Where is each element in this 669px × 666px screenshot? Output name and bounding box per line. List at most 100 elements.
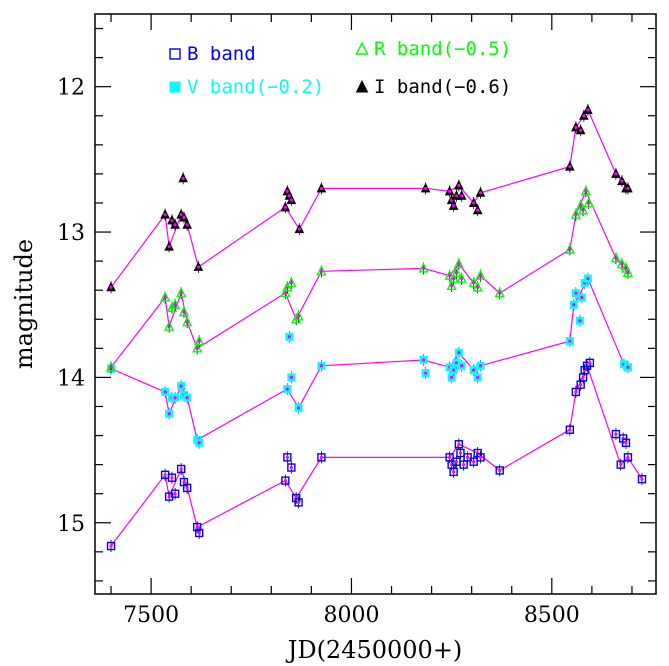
data-point-center bbox=[167, 412, 171, 416]
data-point bbox=[179, 211, 189, 224]
legend-item: V band(−0.2) bbox=[169, 76, 324, 98]
data-point bbox=[468, 276, 479, 289]
data-point-center bbox=[478, 455, 483, 459]
data-point bbox=[170, 218, 180, 231]
data-point-marker bbox=[176, 287, 187, 298]
data-point bbox=[494, 287, 505, 300]
data-point-marker bbox=[106, 541, 116, 551]
data-point-marker bbox=[281, 476, 290, 485]
data-point bbox=[637, 473, 647, 486]
data-point bbox=[106, 540, 116, 553]
data-point bbox=[473, 371, 482, 384]
data-point-marker bbox=[448, 272, 459, 283]
data-point-center bbox=[181, 176, 185, 180]
data-point bbox=[571, 121, 581, 134]
data-point-center bbox=[173, 223, 177, 227]
data-point-marker bbox=[159, 291, 171, 302]
data-point-center bbox=[568, 165, 572, 169]
data-point-center bbox=[448, 189, 452, 193]
data-point-center bbox=[283, 205, 287, 209]
data-point-center bbox=[460, 276, 464, 281]
data-point-center bbox=[568, 339, 572, 343]
data-point-center bbox=[581, 375, 585, 380]
data-point-marker bbox=[610, 252, 622, 263]
data-point bbox=[457, 359, 466, 372]
data-point-marker bbox=[293, 310, 304, 321]
data-point-center bbox=[614, 172, 618, 176]
data-point-marker bbox=[176, 464, 186, 474]
data-point bbox=[621, 436, 631, 449]
data-point-center bbox=[587, 201, 591, 205]
data-point bbox=[160, 208, 170, 221]
data-point bbox=[176, 462, 186, 475]
data-point-center bbox=[586, 108, 590, 112]
data-point-marker bbox=[316, 265, 327, 276]
data-point bbox=[611, 428, 621, 441]
data-point-marker bbox=[170, 298, 181, 309]
data-point bbox=[475, 186, 486, 199]
data-point bbox=[165, 407, 174, 420]
data-point bbox=[170, 487, 180, 500]
data-point-marker bbox=[444, 269, 455, 280]
data-point-center bbox=[582, 114, 586, 118]
data-point bbox=[317, 359, 326, 372]
data-point-marker bbox=[194, 335, 205, 346]
data-point-center bbox=[423, 371, 428, 375]
data-point bbox=[420, 182, 431, 195]
data-point-marker bbox=[167, 473, 177, 482]
data-point-center bbox=[423, 186, 428, 191]
data-point bbox=[456, 272, 467, 285]
data-point-marker bbox=[192, 522, 202, 532]
data-point-center bbox=[296, 406, 301, 410]
data-point-center bbox=[297, 227, 301, 231]
data-point bbox=[451, 266, 462, 279]
data-point-center bbox=[163, 390, 167, 394]
data-point bbox=[194, 335, 205, 348]
data-point-marker bbox=[468, 276, 479, 288]
y-tick-label: 13 bbox=[57, 221, 85, 246]
data-point-marker bbox=[105, 361, 117, 372]
legend: B band V band(−0.2) R band(−0.5) I band(−0.… bbox=[169, 38, 511, 98]
tick-labels: 7500 8000 8500 12 13 14 15 bbox=[57, 76, 580, 628]
data-point-center bbox=[296, 500, 301, 505]
data-point bbox=[476, 451, 485, 464]
data-point bbox=[472, 281, 483, 294]
data-point-center bbox=[466, 455, 470, 459]
data-point-marker bbox=[494, 287, 505, 298]
series-line bbox=[110, 108, 629, 288]
data-point-center bbox=[109, 285, 113, 289]
data-point-marker bbox=[182, 483, 192, 493]
data-point-center bbox=[579, 128, 583, 132]
data-point-center bbox=[109, 365, 113, 369]
data-point-center bbox=[457, 262, 461, 266]
data-point bbox=[286, 276, 297, 289]
data-point-marker bbox=[182, 316, 193, 327]
data-point bbox=[456, 446, 465, 459]
data-point bbox=[287, 461, 296, 474]
data-point bbox=[182, 218, 192, 231]
data-point-marker bbox=[456, 272, 467, 283]
data-point bbox=[577, 291, 586, 304]
data-point-center bbox=[472, 201, 476, 205]
data-point-center bbox=[283, 479, 287, 483]
data-point bbox=[472, 204, 483, 217]
data-point-center bbox=[472, 368, 476, 372]
data-point-center bbox=[478, 274, 483, 278]
x-axis-label: JD(2450000+) bbox=[285, 636, 463, 664]
data-point-center bbox=[287, 194, 291, 198]
data-point bbox=[106, 281, 116, 294]
data-point bbox=[419, 353, 428, 366]
data-point-center bbox=[614, 256, 618, 260]
data-point-center bbox=[579, 204, 583, 208]
data-point-marker bbox=[622, 266, 634, 277]
data-point-center bbox=[179, 213, 183, 217]
data-point-center bbox=[167, 495, 171, 499]
data-point-center bbox=[173, 396, 177, 400]
data-point-center bbox=[448, 274, 452, 278]
data-point-center bbox=[421, 358, 426, 362]
data-point-center bbox=[179, 291, 183, 295]
data-point-center bbox=[568, 428, 572, 432]
data-point-center bbox=[319, 455, 324, 459]
data-point-center bbox=[179, 384, 183, 388]
data-point-marker bbox=[291, 493, 301, 503]
